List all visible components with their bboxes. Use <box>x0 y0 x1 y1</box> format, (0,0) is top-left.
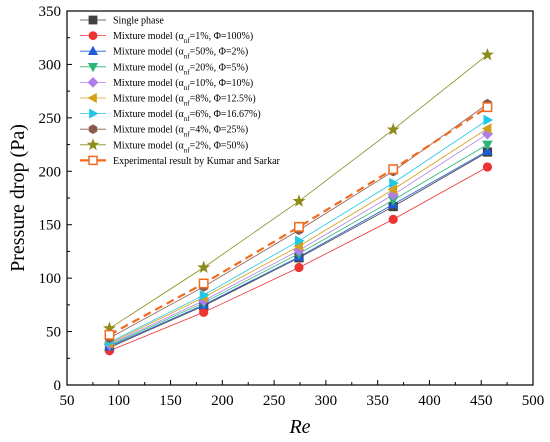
legend-marker <box>87 63 99 73</box>
legend-label: Mixture model (αnf=50%, Φ=2%) <box>113 47 248 61</box>
series-9 <box>102 47 494 334</box>
legend-label: Mixture model (αnf=8%, Φ=12.5%) <box>113 94 256 108</box>
y-tick-label: 200 <box>39 164 62 180</box>
data-point <box>480 47 494 61</box>
series-8 <box>105 98 492 344</box>
legend-item: Mixture model (αnf=8%, Φ=12.5%) <box>80 92 256 108</box>
legend-marker <box>88 124 98 135</box>
data-point <box>482 162 493 172</box>
data-point <box>482 145 493 155</box>
x-tick-label: 150 <box>159 393 182 409</box>
data-point <box>198 278 209 289</box>
series-layer <box>102 47 494 356</box>
data-point <box>199 289 210 301</box>
legend-item: Single phase <box>80 16 164 27</box>
legend-label: Mixture model (αnf=4%, Φ=25%) <box>113 125 248 139</box>
x-tick-label: 50 <box>60 393 75 409</box>
ticks-layer: 50 100 150 200 250 300 350 400 450 50005010015020… <box>39 4 545 409</box>
series-10 <box>104 102 493 340</box>
legend-item: Mixture model (αnf=2%, Φ=50%) <box>80 138 248 154</box>
x-tick-label: 400 <box>418 393 441 409</box>
data-point <box>292 194 306 207</box>
legend-label: Mixture model (αnf=10%, Φ=10%) <box>113 78 253 92</box>
y-tick-label: 50 <box>46 325 61 341</box>
x-axis-title: Re <box>288 416 310 438</box>
data-point <box>481 123 492 134</box>
y-tick-label: 300 <box>39 57 62 73</box>
data-point <box>482 102 493 113</box>
x-tick-label: 100 <box>108 393 131 409</box>
data-point <box>386 122 400 136</box>
legend-item: Mixture model (αnf=50%, Φ=2%) <box>80 45 248 61</box>
data-point <box>294 262 304 273</box>
legend-item: Mixture model (αnf=6%, Φ=16.67%) <box>80 108 261 123</box>
legend-item: Mixture model (αnf=4%, Φ=25%) <box>80 124 248 139</box>
y-tick-label: 0 <box>54 378 62 394</box>
legend-item: Mixture model (αnf=10%, Φ=10%) <box>80 77 253 92</box>
data-point <box>387 184 398 195</box>
legend-marker <box>88 31 98 40</box>
legend-marker <box>87 77 99 88</box>
y-tick-label: 150 <box>39 218 62 234</box>
y-axis-title: Pressure drop (Pa) <box>7 124 29 272</box>
legend-marker <box>87 45 99 55</box>
legend-marker <box>89 108 99 119</box>
legend-marker <box>87 92 97 104</box>
data-point <box>482 140 493 151</box>
x-tick-label: 500 <box>522 393 545 409</box>
x-tick-label: 250 <box>263 393 286 409</box>
data-point <box>388 164 399 175</box>
x-tick-label: 200 <box>211 393 234 409</box>
data-point <box>294 221 304 232</box>
data-point <box>199 307 209 317</box>
legend-marker <box>88 155 98 166</box>
data-point <box>294 235 305 247</box>
legend-marker <box>86 138 100 151</box>
legend-label: Mixture model (αnf=20%, Φ=5%) <box>113 62 248 76</box>
legend-label: Experimental result by Kumar and Sarkar <box>113 156 281 167</box>
legend-label: Single phase <box>113 16 164 27</box>
legend-item: Mixture model (αnf=1%, Φ=100%) <box>80 31 253 45</box>
x-tick-label: 450 <box>470 393 493 409</box>
y-tick-label: 100 <box>39 271 62 287</box>
legend-item: Experimental result by Kumar and Sarkar <box>80 155 281 167</box>
legend-label: Mixture model (αnf=1%, Φ=100%) <box>113 31 253 45</box>
x-tick-label: 300 <box>315 393 338 409</box>
data-point <box>388 214 398 224</box>
series-line <box>108 106 489 336</box>
x-tick-label: 350 <box>366 393 389 409</box>
legend-label: Mixture model (αnf=2%, Φ=50%) <box>113 140 248 154</box>
data-point <box>389 177 399 189</box>
legend: Single phase Mixture model (αnf=1%, Φ=100… <box>80 16 281 167</box>
y-tick-label: 350 <box>39 4 62 20</box>
legend-marker <box>88 15 98 25</box>
data-point <box>483 114 494 126</box>
data-point <box>197 260 211 274</box>
legend-label: Mixture model (αnf=6%, Φ=16.67%) <box>113 109 261 123</box>
y-tick-label: 250 <box>39 111 62 127</box>
data-point <box>104 329 115 340</box>
legend-item: Mixture model (αnf=20%, Φ=5%) <box>80 62 248 76</box>
